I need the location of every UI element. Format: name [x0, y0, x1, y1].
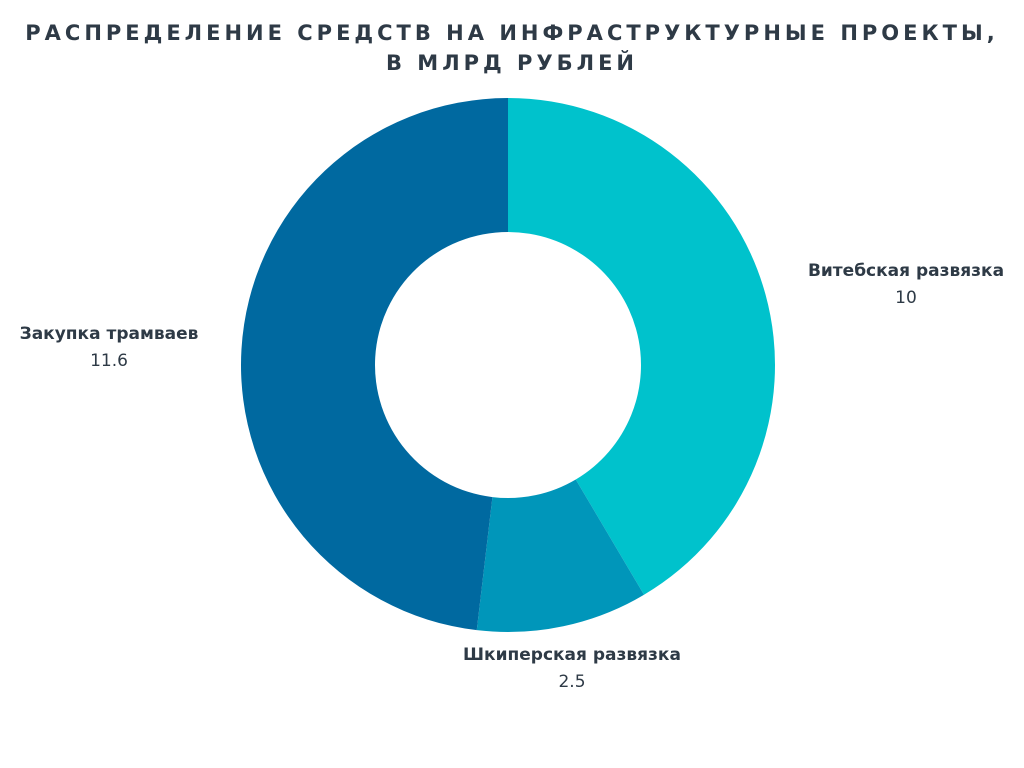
slice-label-shkiperskaya: Шкиперская развязка 2.5	[463, 642, 681, 696]
donut-slice-shkiperskaya	[476, 479, 645, 632]
donut-slice-trams	[240, 98, 508, 631]
donut-slice-vitebsk	[508, 98, 775, 595]
slice-value-shkiperskaya: 2.5	[558, 672, 586, 692]
slice-value-trams: 11.6	[90, 351, 128, 371]
slice-name-vitebsk: Витебская развязка	[807, 261, 1005, 281]
slice-name-trams: Закупка трамваев	[19, 324, 199, 344]
slice-label-trams: Закупка трамваев 11.6	[20, 321, 199, 375]
chart-title: РАСПРЕДЕЛЕНИЕ СРЕДСТВ НА ИНФРАСТРУКТУРНЫ…	[0, 18, 1024, 78]
donut-slices	[240, 98, 775, 632]
slice-value-vitebsk: 10	[895, 288, 917, 308]
slice-label-vitebsk: Витебская развязка 10	[808, 258, 1004, 312]
slice-name-shkiperskaya: Шкиперская развязка	[463, 645, 681, 665]
chart-title-line-1: РАСПРЕДЕЛЕНИЕ СРЕДСТВ НА ИНФРАСТРУКТУРНЫ…	[25, 21, 999, 45]
chart-title-line-2: В МЛРД РУБЛЕЙ	[385, 51, 638, 75]
